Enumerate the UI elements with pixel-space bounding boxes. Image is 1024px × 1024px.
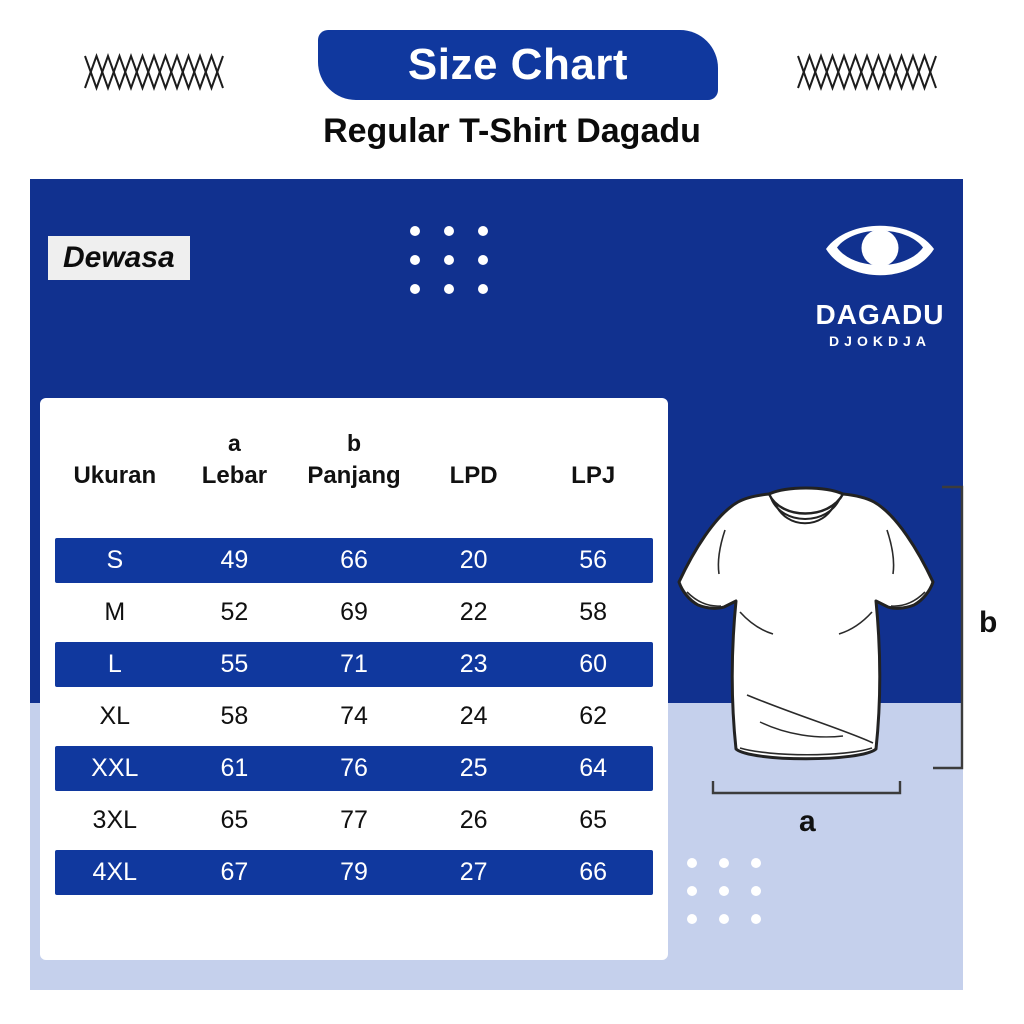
cell-lpj: 58 [579,598,608,626]
table-row: L 55 71 23 60 [55,642,653,687]
brand-subname: DJOKDJA [829,333,931,349]
column-header: Lebar [201,462,268,489]
dots-decoration-bottom [687,858,761,924]
cell-lebar: 49 [220,546,249,574]
eye-logo-icon [826,225,934,276]
cell-lpj: 62 [579,702,608,730]
cell-size: XXL [91,754,139,782]
cell-panjang: 76 [340,754,368,782]
cell-lpd: 20 [459,546,488,574]
cell-panjang: 74 [340,702,368,730]
brand-name: DAGADU [815,299,945,330]
zigzag-decoration-right [797,53,937,91]
cell-lpj: 66 [579,858,608,886]
cell-lebar: 61 [220,754,249,782]
cell-lpd: 27 [459,858,488,886]
header-sup: a [227,430,241,456]
cell-lpj: 60 [579,650,608,678]
title-badge: Size Chart [318,30,718,100]
cell-lpj: 64 [579,754,608,782]
page-title: Size Chart [407,40,629,89]
cell-size: M [104,598,126,626]
cell-lpj: 56 [579,546,608,574]
cell-panjang: 77 [340,806,368,834]
size-table: a b Ukuran Lebar Panjang LPD LPJ S 49 66… [40,398,668,960]
header-sup: b [346,430,362,456]
page-subtitle: Regular T-Shirt Dagadu [323,112,701,150]
width-measure-label: a [799,805,816,838]
tshirt-diagram: b a [677,485,997,838]
cell-lebar: 67 [220,858,249,886]
cell-lpd: 22 [459,598,488,626]
table-row: M 52 69 22 58 [55,590,653,635]
length-measure-label: b [979,606,997,639]
cell-panjang: 69 [340,598,368,626]
cell-size: 4XL [92,858,138,886]
tshirt-outline [677,486,935,761]
brand-logo: DAGADU DJOKDJA [794,212,966,349]
cell-panjang: 79 [340,858,368,886]
width-measure-bracket [711,781,902,795]
column-header: Ukuran [73,462,157,489]
cell-lpd: 26 [459,806,488,834]
table-row: 3XL 65 77 26 65 [55,798,653,843]
table-row: XXL 61 76 25 64 [55,746,653,791]
cell-size: L [107,650,122,678]
table-row: XL 58 74 24 62 [55,694,653,739]
category-badge: Dewasa [48,236,190,280]
cell-lebar: 58 [220,702,249,730]
table-row: S 49 66 20 56 [55,538,653,583]
cell-panjang: 71 [340,650,368,678]
cell-lebar: 65 [220,806,249,834]
table-row: 4XL 67 79 27 66 [55,850,653,895]
cell-lpd: 25 [459,754,488,782]
cell-lebar: 52 [220,598,249,626]
dots-decoration-top [410,226,488,294]
cell-size: 3XL [92,806,138,834]
column-header: LPJ [571,462,616,489]
cell-size: S [106,546,124,574]
column-header: LPD [449,462,498,489]
cell-size: XL [99,702,131,730]
main-panel: Dewasa DAGADU DJOKDJA a b Ukur [30,179,997,990]
table-header-measure-letters: a b [55,422,653,458]
table-header-row: Ukuran Lebar Panjang LPD LPJ [55,458,653,496]
cell-lpd: 24 [459,702,488,730]
column-header: Panjang [307,462,401,489]
length-measure-bracket [933,485,964,770]
cell-lebar: 55 [220,650,249,678]
cell-panjang: 66 [340,546,368,574]
zigzag-decoration-left [84,53,224,91]
cell-lpd: 23 [459,650,488,678]
cell-lpj: 65 [579,806,608,834]
